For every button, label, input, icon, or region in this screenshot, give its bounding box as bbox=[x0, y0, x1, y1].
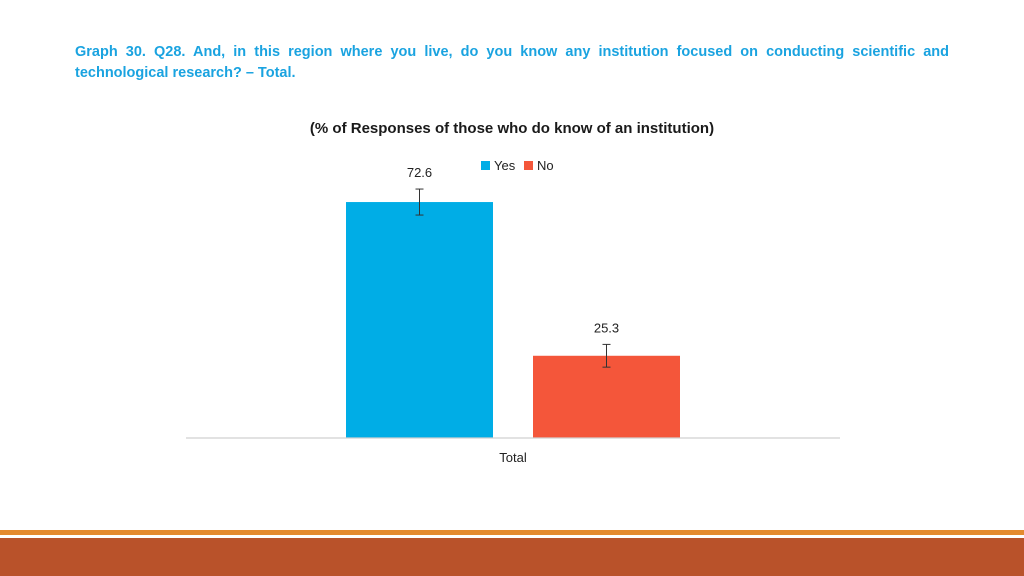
bar-chart: Yes No 72.6 25.3 Total bbox=[186, 158, 840, 465]
footer-stripe bbox=[0, 530, 1024, 535]
legend-label-no: No bbox=[537, 158, 554, 173]
footer-bar bbox=[0, 538, 1024, 576]
data-label-no: 25.3 bbox=[594, 320, 619, 335]
slide-heading: Graph 30. Q28. And, in this region where… bbox=[75, 44, 949, 81]
bar-yes bbox=[346, 202, 493, 438]
chart-title: (% of Responses of those who do know of … bbox=[309, 120, 715, 137]
error-bar-no bbox=[602, 343, 611, 368]
legend-swatch-no bbox=[524, 161, 533, 170]
bars: 72.6 25.3 bbox=[346, 165, 680, 438]
legend-label-yes: Yes bbox=[494, 158, 516, 173]
legend-swatch-yes bbox=[481, 161, 490, 170]
bar-no bbox=[533, 355, 680, 438]
x-tick-label-total: Total bbox=[499, 450, 527, 465]
error-bar-yes bbox=[415, 188, 424, 216]
legend: Yes No bbox=[481, 158, 554, 173]
data-label-yes: 72.6 bbox=[407, 165, 432, 180]
